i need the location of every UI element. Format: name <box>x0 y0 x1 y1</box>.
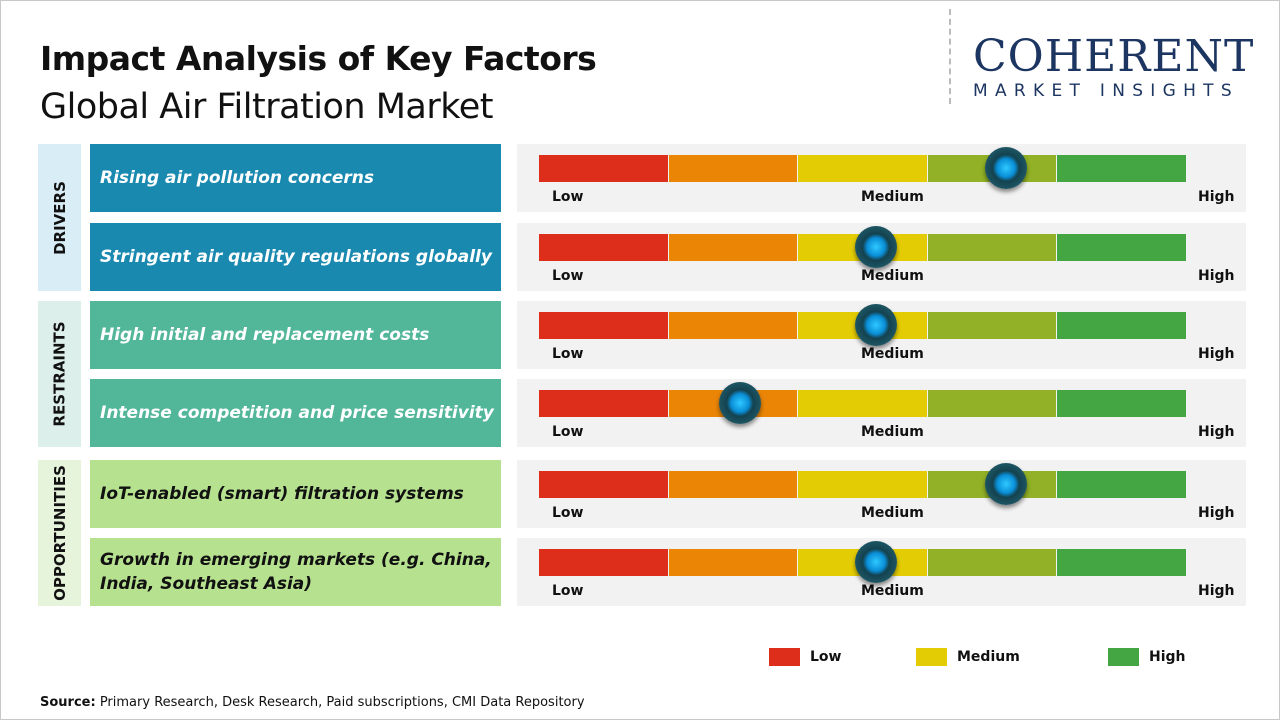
gauge-segment <box>539 471 668 498</box>
category-label-restraints: RESTRAINTS <box>38 301 81 447</box>
logo-wordmark: COHERENT <box>973 31 1255 82</box>
logo-tagline: MARKET INSIGHTS <box>973 81 1239 101</box>
gauge-panel: Low Medium High <box>517 460 1246 528</box>
gauge-label-medium: Medium <box>861 268 924 284</box>
gauge-label-high: High <box>1198 505 1235 521</box>
gauge-segment <box>668 234 798 261</box>
gauge-label-low: Low <box>552 505 584 521</box>
gauge-segment <box>539 312 668 339</box>
gauge-segment <box>927 549 1057 576</box>
gauge-segment <box>668 312 798 339</box>
category-label-opportunities: OPPORTUNITIES <box>38 460 81 606</box>
gauge-marker <box>984 463 1027 505</box>
factor-label: Growth in emerging markets (e.g. China, … <box>90 538 501 606</box>
gauge-label-high: High <box>1198 189 1235 205</box>
legend-item-high: High <box>1108 648 1186 666</box>
category-label-drivers: DRIVERS <box>38 144 81 291</box>
category-label-text: RESTRAINTS <box>50 321 69 427</box>
gauge-marker <box>854 541 897 583</box>
gauge-segment <box>668 155 798 182</box>
page-title: Impact Analysis of Key Factors <box>40 39 597 78</box>
gauge-label-low: Low <box>552 189 584 205</box>
gauge-panel: Low Medium High <box>517 301 1246 369</box>
gauge-label-low: Low <box>552 424 584 440</box>
source-note: Source: Primary Research, Desk Research,… <box>40 695 585 710</box>
gauge-segment <box>668 549 798 576</box>
gauge-label-low: Low <box>552 583 584 599</box>
gauge-segment <box>539 549 668 576</box>
category-label-text: OPPORTUNITIES <box>50 465 69 601</box>
gauge-marker <box>854 226 897 268</box>
gauge-label-medium: Medium <box>861 424 924 440</box>
gauge-label-medium: Medium <box>861 346 924 362</box>
legend-label: Medium <box>957 649 1020 665</box>
gauge-segment <box>1057 155 1186 182</box>
gauge-segment <box>539 234 668 261</box>
gauge-label-high: High <box>1198 583 1235 599</box>
gauge-segment <box>1057 312 1186 339</box>
gauge-segment <box>927 312 1057 339</box>
gauge-segment <box>927 390 1057 417</box>
gauge-label-high: High <box>1198 346 1235 362</box>
gauge-label-high: High <box>1198 424 1235 440</box>
category-label-text: DRIVERS <box>50 180 69 255</box>
gauge-label-medium: Medium <box>861 505 924 521</box>
factor-label: Intense competition and price sensitivit… <box>90 379 501 447</box>
gauge-panel: Low Medium High <box>517 538 1246 606</box>
factor-label: Stringent air quality regulations global… <box>90 223 501 291</box>
legend-label: High <box>1149 649 1186 665</box>
gauge-segment <box>1057 549 1186 576</box>
gauge-panel: Low Medium High <box>517 223 1246 291</box>
gauge-marker <box>984 147 1027 189</box>
company-logo: COHERENT MARKET INSIGHTS <box>949 9 1269 104</box>
factor-label: IoT-enabled (smart) filtration systems <box>90 460 501 528</box>
gauge-segment <box>1057 390 1186 417</box>
legend-swatch <box>916 648 947 666</box>
gauge-label-high: High <box>1198 268 1235 284</box>
gauge-segment <box>798 471 927 498</box>
legend-item-low: Low <box>769 648 841 666</box>
gauge-segment <box>927 234 1057 261</box>
legend-item-medium: Medium <box>916 648 1020 666</box>
page-subtitle: Global Air Filtration Market <box>40 87 494 127</box>
gauge-panel: Low Medium High <box>517 144 1246 212</box>
gauge-segment <box>798 390 927 417</box>
gauge-label-medium: Medium <box>861 189 924 205</box>
gauge-panel: Low Medium High <box>517 379 1246 447</box>
source-label: Source: <box>40 695 96 710</box>
gauge-label-medium: Medium <box>861 583 924 599</box>
gauge-segment <box>539 390 668 417</box>
gauge-marker <box>854 304 897 346</box>
legend-swatch <box>1108 648 1139 666</box>
gauge-segment <box>798 155 927 182</box>
legend-label: Low <box>810 649 842 665</box>
gauge-segment <box>1057 471 1186 498</box>
gauge-label-low: Low <box>552 268 584 284</box>
legend-swatch <box>769 648 800 666</box>
gauge-label-low: Low <box>552 346 584 362</box>
source-text: Primary Research, Desk Research, Paid su… <box>95 695 585 710</box>
gauge-segment <box>668 471 798 498</box>
gauge-marker <box>718 382 761 424</box>
factor-label: High initial and replacement costs <box>90 301 501 369</box>
factor-label: Rising air pollution concerns <box>90 144 501 212</box>
gauge-segment <box>1057 234 1186 261</box>
gauge-segment <box>539 155 668 182</box>
